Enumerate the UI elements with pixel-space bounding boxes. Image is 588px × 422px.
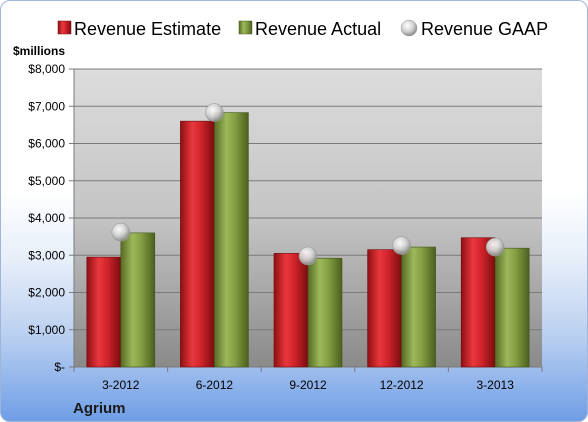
marker-revenue-gaap bbox=[205, 103, 224, 122]
x-tick-label: 9-2012 bbox=[289, 378, 327, 392]
x-tick-label: 12-2012 bbox=[380, 378, 424, 392]
legend: Revenue Estimate Revenue Actual Revenue … bbox=[57, 19, 548, 39]
marker-revenue-gaap bbox=[485, 237, 505, 257]
y-tick-label: $- bbox=[54, 360, 65, 374]
marker-revenue-gaap bbox=[298, 246, 318, 266]
x-tick-label: 3-2012 bbox=[102, 378, 140, 392]
legend-item-estimate: Revenue Estimate bbox=[57, 19, 221, 39]
marker-revenue-gaap bbox=[111, 222, 131, 242]
legend-swatch-gaap bbox=[400, 19, 418, 37]
bar-revenue-estimate bbox=[86, 256, 122, 368]
bar-revenue-actual bbox=[401, 246, 436, 368]
bar-revenue-estimate bbox=[180, 120, 215, 368]
marker-revenue-gaap bbox=[392, 236, 411, 255]
y-tick-label: $4,000 bbox=[28, 211, 65, 225]
x-axis-ticks: 3-2012 6-2012 9-2012 12-2012 3-2013 bbox=[73, 367, 543, 392]
legend-label-actual: Revenue Actual bbox=[255, 19, 381, 39]
y-tick-label: $3,000 bbox=[28, 248, 65, 262]
legend-label-estimate: Revenue Estimate bbox=[74, 19, 221, 39]
legend-label-gaap: Revenue GAAP bbox=[421, 19, 548, 39]
y-tick-label: $1,000 bbox=[28, 323, 65, 337]
gaap-markers bbox=[111, 103, 505, 266]
y-tick-label: $5,000 bbox=[28, 174, 65, 188]
bar-revenue-actual bbox=[120, 232, 156, 368]
y-tick-label: $8,000 bbox=[28, 62, 65, 76]
legend-swatch-actual bbox=[238, 20, 253, 35]
legend-swatch-estimate bbox=[57, 20, 72, 35]
x-tick-label: 6-2012 bbox=[196, 378, 234, 392]
bar-revenue-estimate bbox=[273, 253, 309, 368]
x-tick-label: 3-2013 bbox=[477, 378, 515, 392]
legend-item-actual: Revenue Actual bbox=[238, 19, 381, 39]
y-tick-label: $2,000 bbox=[28, 286, 65, 300]
bar-revenue-actual bbox=[307, 257, 343, 368]
unit-label: $millions bbox=[13, 44, 65, 58]
bar-revenue-actual bbox=[494, 247, 530, 368]
bars bbox=[86, 112, 530, 368]
y-tick-label: $7,000 bbox=[28, 99, 65, 113]
company-name: Agrium bbox=[73, 400, 126, 417]
legend-item-gaap: Revenue GAAP bbox=[400, 19, 548, 39]
bar-revenue-actual bbox=[214, 112, 249, 368]
bar-revenue-estimate bbox=[460, 237, 496, 368]
y-tick-label: $6,000 bbox=[28, 137, 65, 151]
bar-revenue-estimate bbox=[367, 249, 402, 368]
